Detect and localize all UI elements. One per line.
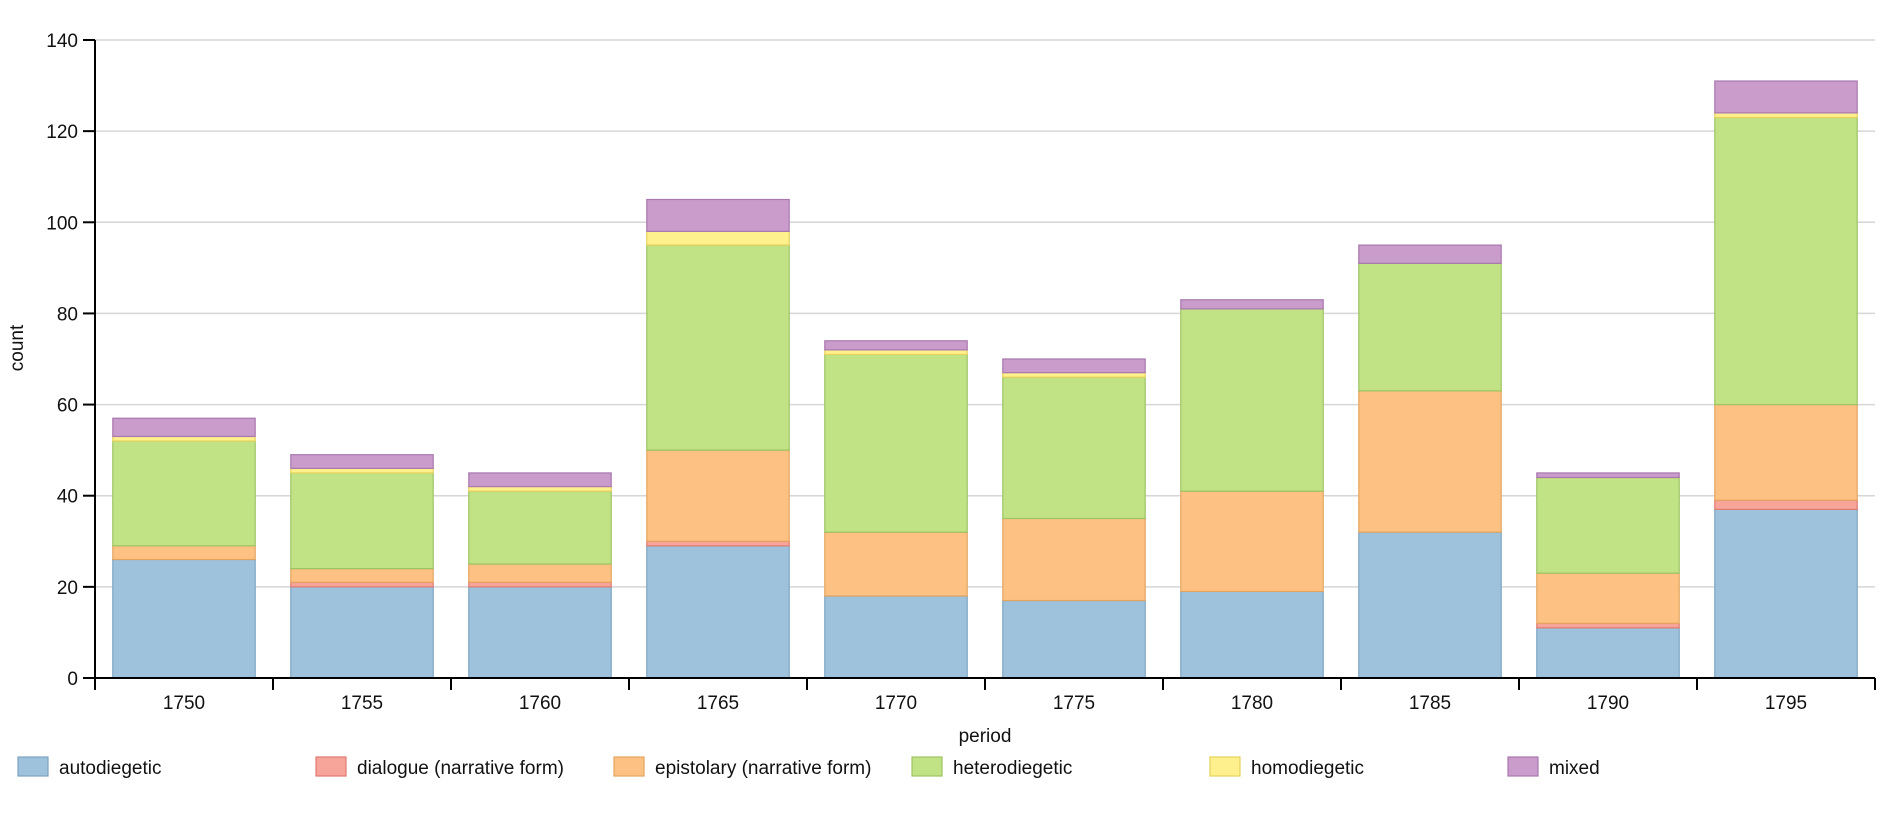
- bar-segment-1795-autodiegetic: [1714, 508, 1858, 679]
- bar-segment-1760-autodiegetic: [468, 586, 612, 679]
- y-tick-label: 40: [57, 487, 78, 508]
- legend-label: heterodiegetic: [953, 758, 1072, 779]
- bar-segment-1795-dialogue-narrative-form: [1714, 499, 1858, 510]
- x-tick-label: 1795: [1765, 693, 1807, 714]
- y-tick-label: 120: [46, 122, 78, 143]
- legend-label: dialogue (narrative form): [357, 758, 564, 779]
- bar-segment-1755-autodiegetic: [290, 586, 434, 679]
- bar-segment-1765-dialogue-narrative-form: [646, 540, 790, 547]
- bar-segment-1765-heterodiegetic: [646, 244, 790, 451]
- bar-segment-1790-epistolary-narrative-form: [1536, 572, 1680, 624]
- x-tick-label: 1780: [1231, 693, 1273, 714]
- y-tick-label: 80: [57, 304, 78, 325]
- bar-segment-1755-heterodiegetic: [290, 472, 434, 570]
- bar-segment-1750-epistolary-narrative-form: [112, 545, 256, 561]
- legend-label: mixed: [1549, 758, 1600, 779]
- bar-segment-1755-homodiegetic: [290, 467, 434, 474]
- bar-segment-1755-epistolary-narrative-form: [290, 568, 434, 583]
- x-tick-label: 1755: [341, 693, 383, 714]
- bar-segment-1795-epistolary-narrative-form: [1714, 403, 1858, 501]
- bar-segment-1780-epistolary-narrative-form: [1180, 490, 1324, 593]
- y-tick-label: 60: [57, 396, 78, 417]
- bar-segment-1785-heterodiegetic: [1358, 262, 1502, 392]
- bar-segment-1750-heterodiegetic: [112, 440, 256, 547]
- bar-segment-1770-epistolary-narrative-form: [824, 531, 968, 597]
- bar-segment-1770-autodiegetic: [824, 595, 968, 679]
- bar-segment-1795-homodiegetic: [1714, 112, 1858, 119]
- x-tick-label: 1775: [1053, 693, 1095, 714]
- y-axis-title: count: [7, 324, 28, 371]
- legend-swatch: [17, 756, 49, 777]
- bar-segment-1765-epistolary-narrative-form: [646, 449, 790, 542]
- bar-segment-1775-mixed: [1002, 358, 1146, 374]
- axes: 0 20 40 60 80 100 120 140 1750 1755 1760 1765 1770 17…: [46, 31, 1876, 714]
- x-tick-label: 1760: [519, 693, 561, 714]
- bar-segment-1770-homodiegetic: [824, 349, 968, 356]
- bar-segment-1775-autodiegetic: [1002, 599, 1146, 679]
- bar-segment-1780-mixed: [1180, 299, 1324, 310]
- bar-segment-1755-dialogue-narrative-form: [290, 581, 434, 588]
- x-tick-label: 1785: [1409, 693, 1451, 714]
- x-tick-label: 1750: [163, 693, 205, 714]
- x-axis-title: period: [959, 726, 1012, 747]
- x-tick-label: 1770: [875, 693, 917, 714]
- bar-segment-1755-mixed: [290, 454, 434, 469]
- bar-segment-1790-mixed: [1536, 472, 1680, 479]
- bar-segment-1780-heterodiegetic: [1180, 308, 1324, 492]
- bar-segment-1760-homodiegetic: [468, 486, 612, 492]
- y-tick-label: 100: [46, 213, 78, 234]
- y-tick-label: 20: [57, 578, 78, 599]
- bar-segment-1760-heterodiegetic: [468, 490, 612, 565]
- bar-segment-1750-homodiegetic: [112, 435, 256, 442]
- bar-segment-1765-mixed: [646, 198, 790, 232]
- legend-label: epistolary (narrative form): [655, 758, 871, 779]
- legend: autodiegetic dialogue (narrative form) epi…: [17, 756, 1600, 779]
- legend-swatch: [1507, 756, 1539, 777]
- bar-segment-1760-epistolary-narrative-form: [468, 563, 612, 583]
- bar-segment-1765-autodiegetic: [646, 545, 790, 679]
- legend-label: homodiegetic: [1251, 758, 1364, 779]
- bar-segment-1795-mixed: [1714, 80, 1858, 114]
- bar-segment-1790-autodiegetic: [1536, 627, 1680, 679]
- bar-segment-1795-heterodiegetic: [1714, 116, 1858, 406]
- bar-segment-1790-heterodiegetic: [1536, 476, 1680, 574]
- bar-segment-1775-epistolary-narrative-form: [1002, 517, 1146, 602]
- legend-swatch: [1209, 756, 1241, 777]
- x-tick-label: 1765: [697, 693, 739, 714]
- y-tick-label: 0: [67, 669, 78, 690]
- bar-segment-1750-autodiegetic: [112, 558, 256, 679]
- bar-segment-1785-autodiegetic: [1358, 531, 1502, 679]
- bar-segment-1760-dialogue-narrative-form: [468, 581, 612, 588]
- legend-swatch: [613, 756, 645, 777]
- legend-swatch: [911, 756, 943, 777]
- bar-segment-1780-autodiegetic: [1180, 590, 1324, 679]
- bar-segment-1790-dialogue-narrative-form: [1536, 622, 1680, 629]
- bar-segment-1775-homodiegetic: [1002, 372, 1146, 378]
- y-tick-label: 140: [46, 31, 78, 52]
- bar-segment-1750-mixed: [112, 417, 256, 438]
- bar-segment-1770-mixed: [824, 340, 968, 351]
- bar-segment-1765-homodiegetic: [646, 230, 790, 246]
- legend-swatch: [315, 756, 347, 777]
- bar-segment-1760-mixed: [468, 472, 612, 488]
- bars: [112, 80, 1858, 679]
- bar-segment-1770-heterodiegetic: [824, 353, 968, 533]
- x-tick-label: 1790: [1587, 693, 1629, 714]
- bar-segment-1785-mixed: [1358, 244, 1502, 264]
- bar-segment-1775-heterodiegetic: [1002, 376, 1146, 520]
- legend-label: autodiegetic: [59, 758, 161, 779]
- bar-segment-1785-epistolary-narrative-form: [1358, 390, 1502, 533]
